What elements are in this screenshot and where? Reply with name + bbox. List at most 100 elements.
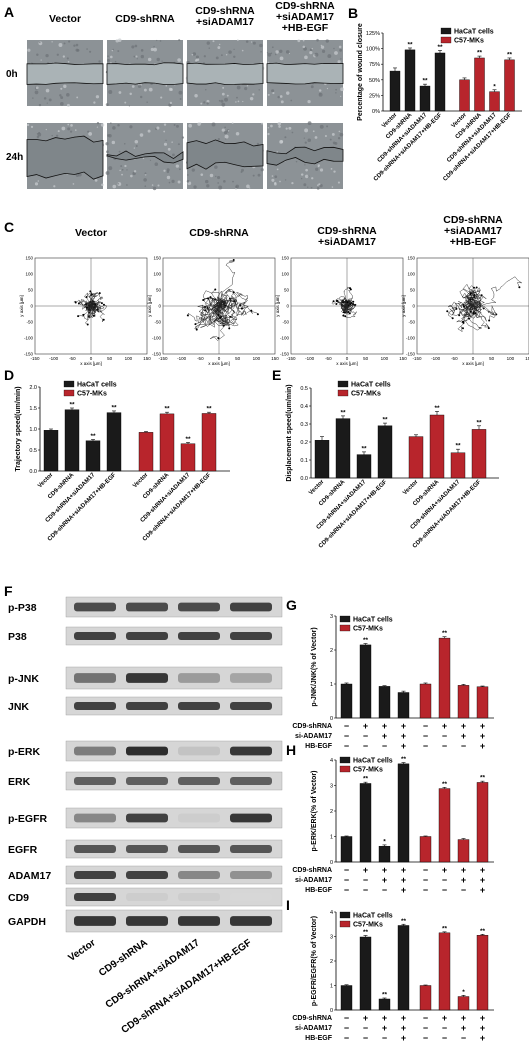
trajectory-endpoint <box>469 310 472 313</box>
blot-row-label: p-P38 <box>8 602 37 614</box>
category-label: Vector <box>37 472 55 490</box>
panel-c-condition-label: Vector <box>75 227 107 239</box>
cell-texture-dot <box>312 130 315 133</box>
y-tick-label: 3 <box>330 935 333 941</box>
protein-band <box>178 602 220 612</box>
cell-texture-dot <box>218 43 221 46</box>
protein-band <box>230 777 272 785</box>
cell-texture-dot <box>250 41 253 43</box>
cell-texture-dot <box>173 123 176 126</box>
y-tick-label: 0 <box>330 1008 333 1014</box>
trajectory-endpoint <box>462 305 465 308</box>
panel-a-condition-label: CD9-shRNA <box>195 5 255 17</box>
cell-texture-dot <box>108 166 113 171</box>
cell-texture-dot <box>60 96 64 99</box>
data-bar <box>340 683 353 719</box>
trajectory-endpoint <box>92 314 95 317</box>
cell-texture-dot <box>110 55 113 59</box>
legend-swatch <box>339 920 351 928</box>
blot-row-label: GAPDH <box>8 916 46 928</box>
panel-c-condition-label: +HB-EGF <box>450 236 497 248</box>
treatment-sign: − <box>363 1033 368 1043</box>
cell-texture-dot <box>310 186 313 189</box>
cell-trajectory <box>212 305 238 326</box>
protein-band <box>126 702 168 710</box>
cell-texture-dot <box>156 126 160 130</box>
trajectory-x-tick: 0 <box>472 356 475 361</box>
y-tick-label: 2 <box>330 809 333 815</box>
significance-label: ** <box>407 41 413 48</box>
data-bar <box>419 683 432 719</box>
cell-texture-dot <box>177 143 180 146</box>
cell-texture-dot <box>333 170 336 173</box>
cell-texture-dot <box>75 43 79 47</box>
y-axis-title: Trajectory speed(um/min) <box>15 386 22 471</box>
cell-texture-dot <box>98 60 101 63</box>
legend-label: HaCaT cells <box>454 29 494 36</box>
cell-texture-dot <box>276 151 279 153</box>
legend-swatch <box>440 27 452 35</box>
significance-label: * <box>462 989 465 996</box>
significance-label: ** <box>185 436 191 443</box>
y-tick-label: 0.0 <box>29 469 37 475</box>
cell-texture-dot <box>290 99 293 102</box>
panel-label-i: I <box>286 897 290 913</box>
treatment-sign: + <box>363 721 368 731</box>
legend-label: C57-MKs <box>454 38 484 45</box>
treatment-row-label: CD9-shRNA <box>292 723 332 730</box>
trajectory-x-tick: 100 <box>125 356 133 361</box>
cell-texture-dot <box>101 183 104 187</box>
cell-texture-dot <box>117 123 120 127</box>
cell-texture-dot <box>272 91 275 95</box>
data-bar <box>397 763 410 863</box>
significance-label: ** <box>382 991 388 998</box>
cell-trajectory <box>209 302 227 341</box>
cell-texture-dot <box>144 172 147 175</box>
cell-texture-dot <box>135 55 138 58</box>
cell-texture-dot <box>205 179 209 184</box>
cell-texture-dot <box>200 173 204 176</box>
treatment-sign: + <box>461 875 466 885</box>
trajectory-x-axis-label: x axis [µm] <box>462 361 484 366</box>
protein-band <box>178 702 220 710</box>
cell-texture-dot <box>249 187 251 189</box>
cell-texture-dot <box>178 168 181 171</box>
y-tick-label: 4 <box>330 758 333 764</box>
treatment-sign: + <box>382 1023 387 1033</box>
cell-texture-dot <box>165 139 167 142</box>
protein-band <box>230 632 272 640</box>
cell-texture-dot <box>320 44 323 47</box>
cell-texture-dot <box>45 88 50 93</box>
blot-strip <box>65 596 283 618</box>
legend-label: C57-MKs <box>353 626 383 633</box>
blot-row-label: p-JNK <box>8 673 39 685</box>
cell-texture-dot <box>66 57 69 60</box>
cell-texture-dot <box>260 168 264 172</box>
cell-texture-dot <box>221 92 225 96</box>
cell-texture-dot <box>128 105 130 107</box>
protein-band <box>126 845 168 853</box>
cell-texture-dot <box>221 102 226 107</box>
cell-texture-dot <box>274 53 277 56</box>
cell-texture-dot <box>60 87 63 90</box>
cell-texture-dot <box>284 179 287 181</box>
trajectory-y-tick: 150 <box>281 256 289 261</box>
y-tick-label: 0 <box>330 860 333 866</box>
cell-texture-dot <box>73 44 76 47</box>
cell-texture-dot <box>140 49 144 52</box>
blot-strip <box>65 771 283 791</box>
cell-texture-dot <box>153 47 157 52</box>
cell-trajectory <box>467 292 479 312</box>
data-bar <box>476 782 489 863</box>
cell-texture-dot <box>96 121 100 125</box>
cell-texture-dot <box>194 94 198 98</box>
trajectory-endpoint <box>348 287 351 290</box>
cell-texture-dot <box>93 101 96 104</box>
cell-texture-dot <box>337 137 341 140</box>
cell-texture-dot <box>27 48 31 52</box>
treatment-sign: − <box>382 885 387 895</box>
cell-texture-dot <box>149 159 152 162</box>
cell-texture-dot <box>55 134 59 137</box>
trajectory-x-tick: 150 <box>525 356 529 361</box>
